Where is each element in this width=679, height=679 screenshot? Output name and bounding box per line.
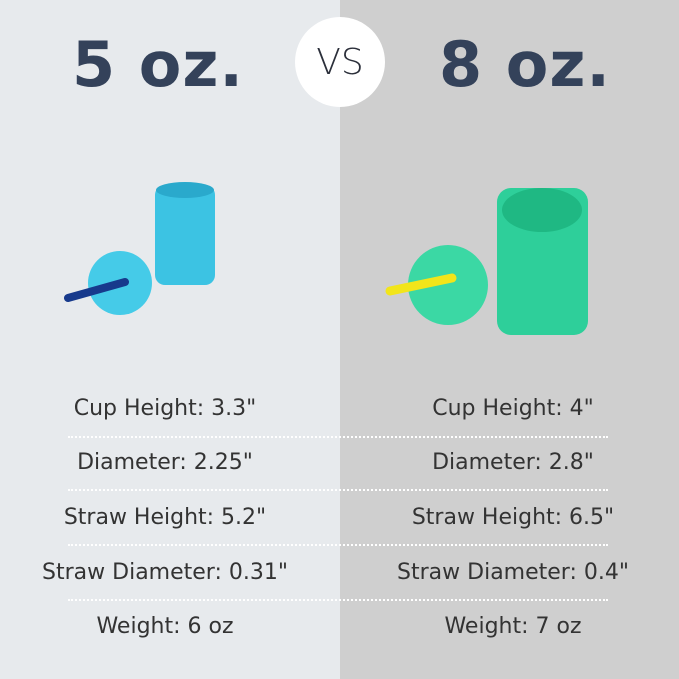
divider — [68, 544, 608, 546]
divider — [68, 436, 608, 438]
divider — [68, 489, 608, 491]
small-cup — [64, 182, 215, 315]
left-spec-straw-height: Straw Height: 5.2" — [63, 505, 267, 530]
left-spec-diameter: Diameter: 2.25" — [77, 450, 253, 475]
left-spec-cup-height: Cup Height: 3.3" — [73, 396, 257, 421]
divider — [68, 599, 608, 601]
right-panel — [340, 0, 679, 679]
right-spec-diameter: Diameter: 2.8" — [432, 450, 594, 475]
right-spec-straw-height: Straw Height: 6.5" — [411, 505, 615, 530]
right-title: 8 oz. — [439, 28, 611, 101]
right-spec-weight: Weight: 7 oz — [444, 614, 582, 639]
large-cup — [385, 188, 588, 335]
left-title: 5 oz. — [72, 28, 244, 101]
left-spec-weight: Weight: 6 oz — [96, 614, 234, 639]
right-spec-straw-diameter: Straw Diameter: 0.4" — [397, 560, 629, 585]
right-spec-cup-height: Cup Height: 4" — [432, 396, 594, 421]
left-spec-straw-diameter: Straw Diameter: 0.31" — [42, 560, 288, 585]
left-panel — [0, 0, 340, 679]
vs-badge: VS — [295, 17, 385, 107]
